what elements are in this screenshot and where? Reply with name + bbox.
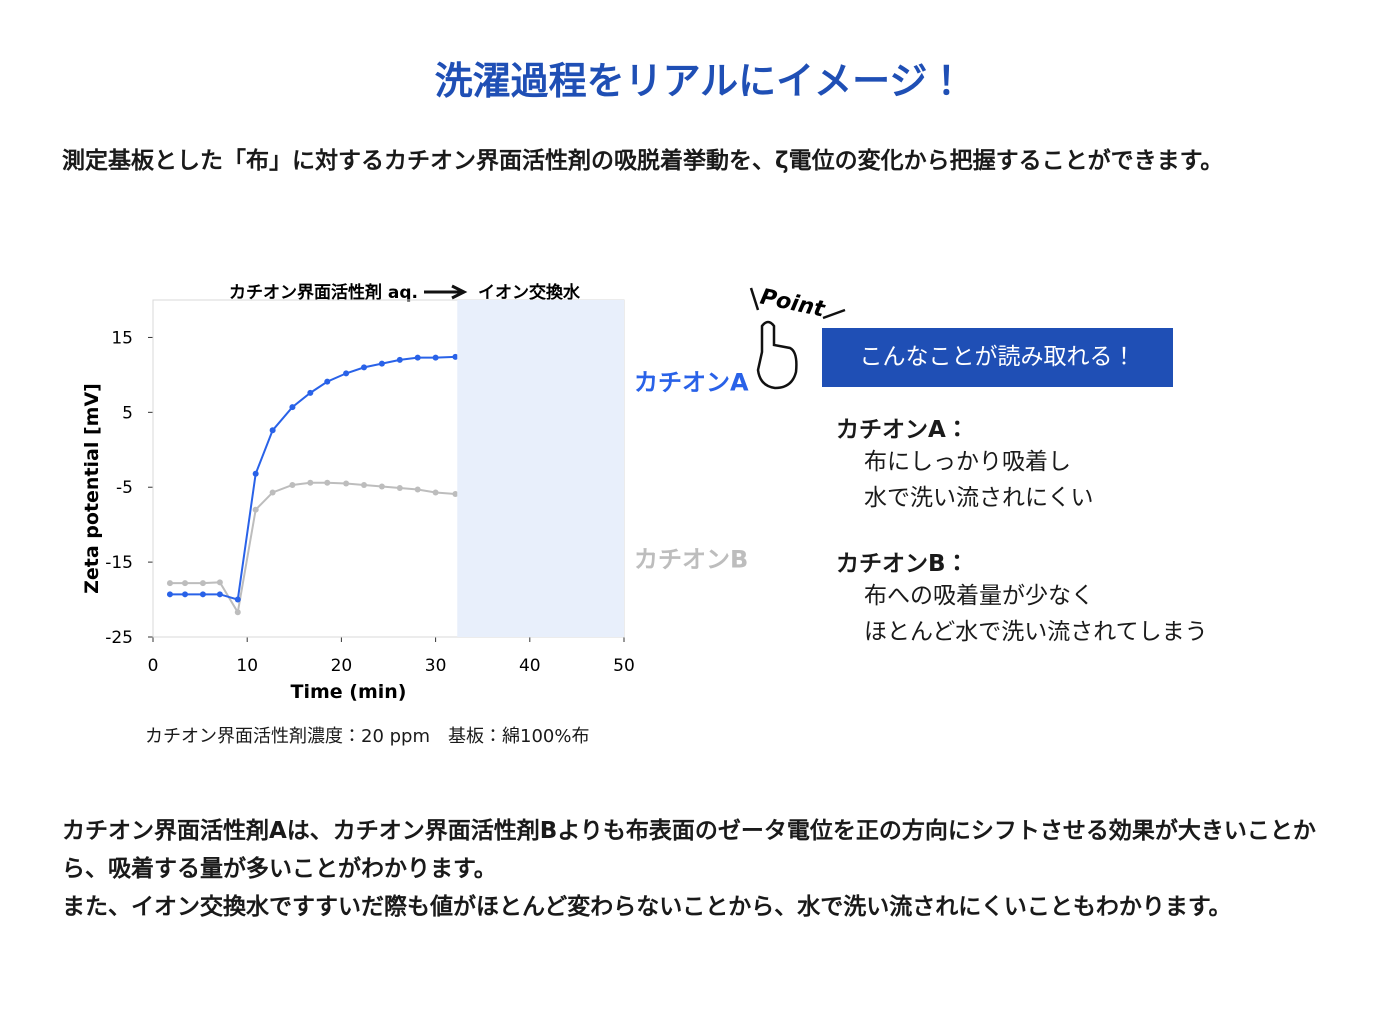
annotation: イオン交換水: [478, 282, 581, 303]
x-tick-label: 10: [236, 656, 258, 676]
y-tick-label: -5: [116, 478, 133, 498]
x-tick-label: 40: [519, 656, 541, 676]
x-tick-label: 50: [613, 656, 635, 676]
note-line: 水で洗い流されにくい: [864, 485, 1094, 511]
note-line: ほとんど水で洗い流されてしまう: [864, 619, 1208, 645]
point-badge: Point: [758, 285, 828, 323]
note: カチオンA： 布にしっかり吸着し 水で洗い流されにくい: [836, 410, 1094, 516]
note-line: 布への吸着量が少なく: [864, 583, 1094, 609]
series-label: カチオンA: [634, 369, 749, 397]
y-tick-label: 5: [122, 403, 133, 423]
note: カチオンB： 布への吸着量が少なく ほとんど水で洗い流されてしまう: [836, 544, 1208, 650]
y-tick-label: -25: [105, 628, 133, 648]
x-tick-label: 30: [425, 656, 447, 676]
annotation: カチオン界面活性剤 aq.: [229, 282, 418, 303]
point-icon: [749, 287, 846, 390]
shaded-region: [457, 300, 624, 637]
y-tick-label: -15: [105, 553, 133, 573]
conclusion-text: カチオン界面活性剤Aは、カチオン界面活性剤Bよりも布表面のゼータ電位を正の方向に…: [62, 818, 1316, 882]
note-label: カチオンB：: [836, 551, 969, 577]
chart-caption: カチオン界面活性剤濃度：20 ppm 基板：綿100%布: [145, 726, 590, 747]
x-axis-label: Time (min): [291, 681, 407, 703]
series-label: カチオンB: [634, 545, 748, 573]
note-label: カチオンA：: [836, 417, 969, 443]
conclusion-text: また、イオン交換水ですすいだ際も値がほとんど変わらないことから、水で洗い流されに…: [62, 894, 1232, 920]
intro-text: 測定基板とした「布」に対するカチオン界面活性剤の吸脱着挙動を、ζ電位の変化から把…: [62, 148, 1224, 174]
x-tick-label: 0: [148, 656, 159, 676]
point-heading: こんなことが読み取れる！: [822, 328, 1173, 387]
note-line: 布にしっかり吸着し: [864, 449, 1071, 475]
x-tick-label: 20: [331, 656, 353, 676]
y-axis-label: Zeta potential [mV]: [81, 383, 103, 594]
annotation-arrow: [424, 284, 468, 300]
page-title: 洗濯過程をリアルにイメージ！: [434, 59, 966, 103]
y-tick-label: 15: [111, 328, 133, 348]
